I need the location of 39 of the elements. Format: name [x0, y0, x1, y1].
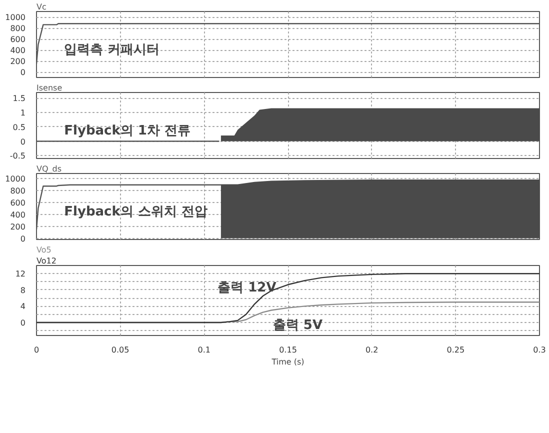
y-tick-label: 600 — [10, 198, 26, 208]
series-label: Vc — [36, 2, 46, 12]
x-tick-label: 0 — [34, 346, 40, 354]
annotation: 출력 12V — [218, 280, 276, 296]
y-tick-label: 8 — [20, 286, 26, 295]
x-tick-label: 0.25 — [446, 346, 465, 354]
x-tick-label: 0.05 — [111, 346, 130, 354]
x-tick-label: 0.15 — [279, 346, 297, 354]
x-tick-label: 0.3 — [533, 346, 546, 354]
y-tick-label: 0 — [20, 137, 26, 146]
text: Vo12 — [36, 256, 56, 266]
x-tick-label: 0.2 — [365, 346, 378, 354]
y-tick-label: 400 — [10, 46, 26, 55]
y-tick-label: -0.5 — [10, 152, 26, 161]
annotation: 출력 5V — [272, 318, 323, 334]
y-tick-label: 1 — [20, 108, 26, 118]
y-tick-label: 200 — [10, 57, 26, 66]
annotation: 입력측 커패시터 — [64, 42, 160, 58]
annotation: Flyback의 1차 전류 — [64, 123, 191, 138]
y-tick-label: 4 — [20, 302, 26, 312]
text: Vo5 — [36, 246, 52, 254]
y-tick-label: 0 — [20, 234, 26, 244]
annotation: Flyback의 스위치 전압 — [64, 204, 208, 220]
y-tick-label: 800 — [10, 24, 26, 33]
x-axis-title: Time (s) — [270, 358, 304, 366]
y-tick-label: 0 — [20, 318, 26, 328]
y-tick-label: 800 — [10, 186, 26, 196]
y-tick-label: 0.5 — [12, 122, 26, 132]
y-tick-label: 400 — [10, 210, 26, 220]
y-tick-label: 1.5 — [12, 94, 26, 104]
x-tick-label: 0.1 — [198, 346, 211, 354]
text: Isense — [36, 84, 62, 92]
y-tick-label: 0 — [20, 68, 26, 77]
y-tick-label: 600 — [10, 35, 26, 44]
y-tick-label: 12 — [15, 270, 26, 279]
y-tick-label: 1000 — [5, 13, 26, 22]
y-tick-label: 200 — [10, 222, 26, 232]
series-label: VQ_ds — [36, 164, 62, 174]
y-tick-label: 1000 — [5, 174, 26, 184]
